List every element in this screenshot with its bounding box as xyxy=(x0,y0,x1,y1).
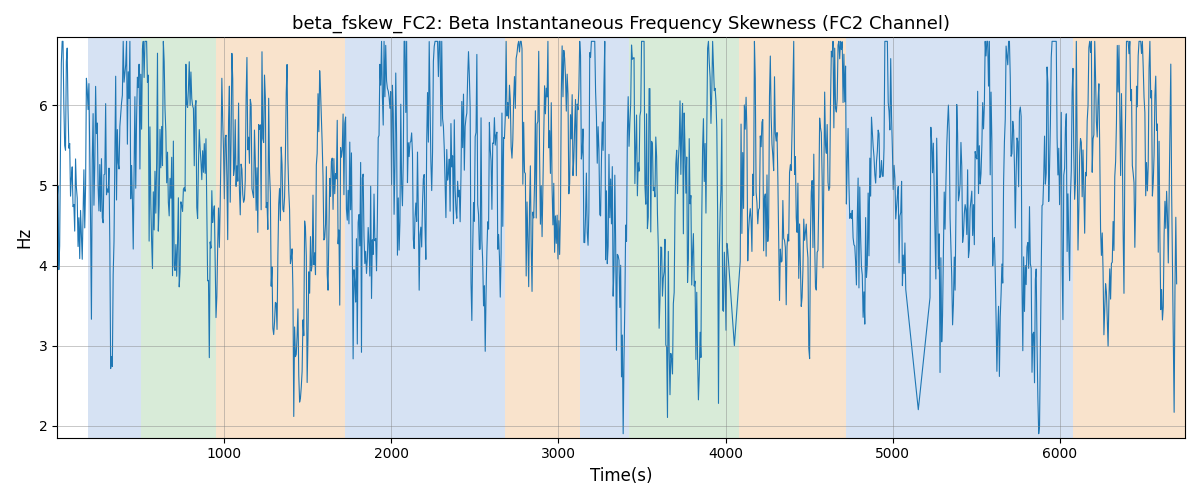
Bar xyxy=(846,38,1073,438)
Bar xyxy=(739,38,846,438)
Bar xyxy=(505,38,580,438)
X-axis label: Time(s): Time(s) xyxy=(590,467,653,485)
Bar xyxy=(88,38,140,438)
Bar xyxy=(580,38,629,438)
Bar xyxy=(216,38,344,438)
Bar xyxy=(140,38,216,438)
Bar xyxy=(344,38,505,438)
Y-axis label: Hz: Hz xyxy=(16,227,34,248)
Bar xyxy=(1073,38,1184,438)
Title: beta_fskew_FC2: Beta Instantaneous Frequency Skewness (FC2 Channel): beta_fskew_FC2: Beta Instantaneous Frequ… xyxy=(292,15,950,34)
Bar xyxy=(629,38,739,438)
